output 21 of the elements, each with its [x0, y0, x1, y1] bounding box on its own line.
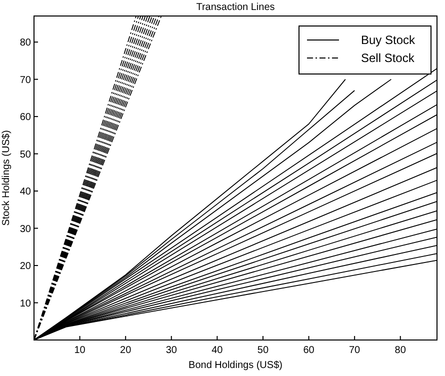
- y-axis-title: Stock Holdings (US$): [1, 130, 12, 226]
- y-tick-label: 10: [20, 298, 32, 310]
- y-tick-label: 30: [20, 224, 32, 235]
- y-tick-label: 20: [20, 261, 32, 272]
- legend-label: Sell Stock: [361, 51, 416, 65]
- x-tick-label: 20: [120, 345, 132, 356]
- y-tick-label: 60: [20, 112, 32, 124]
- x-tick-label: 40: [212, 345, 224, 356]
- x-tick-label: 80: [394, 345, 406, 356]
- x-tick-label: 60: [303, 345, 315, 356]
- chart-title: Transaction Lines: [196, 2, 275, 13]
- x-tick-label: 70: [349, 345, 361, 356]
- y-tick-label: 50: [20, 149, 32, 160]
- x-tick-label: 50: [257, 345, 269, 356]
- legend-label: Buy Stock: [361, 33, 416, 47]
- x-tick-label: 30: [166, 345, 178, 356]
- y-tick-label: 80: [20, 38, 32, 49]
- y-tick-label: 40: [20, 186, 32, 198]
- x-axis-title: Bond Holdings (US$): [188, 360, 282, 371]
- x-tick-label: 10: [74, 345, 86, 356]
- y-tick-label: 70: [20, 74, 32, 86]
